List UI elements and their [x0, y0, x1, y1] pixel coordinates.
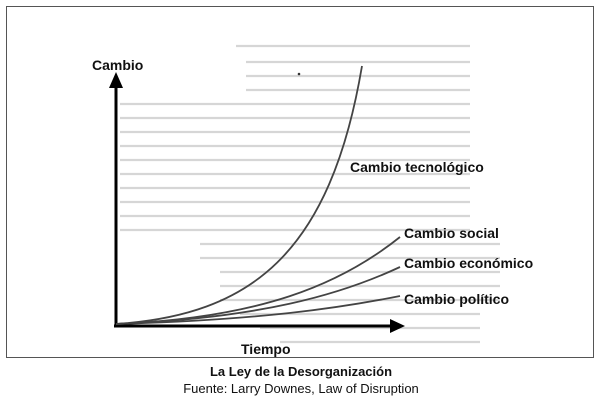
y-axis-label: Cambio: [92, 57, 143, 73]
caption-source: Fuente: Larry Downes, Law of Disruption: [183, 381, 419, 396]
curve-technological: [115, 65, 363, 325]
curve-label-technological: Cambio tecnológico: [350, 159, 484, 175]
y-axis-arrowhead: [109, 72, 123, 88]
curve-social: [115, 236, 401, 325]
curve-label-social: Cambio social: [404, 225, 499, 241]
curve-economic: [115, 266, 401, 325]
curve-label-economic: Cambio económico: [404, 255, 533, 271]
speck-mark: [297, 72, 301, 76]
x-axis-arrowhead: [390, 319, 405, 333]
caption-title: La Ley de la Desorganización: [209, 364, 393, 379]
curve-label-political: Cambio político: [404, 291, 509, 307]
x-axis-label: Tiempo: [241, 341, 291, 357]
axes: [114, 86, 392, 328]
background-text-texture: [120, 44, 500, 344]
curve-political: [115, 295, 401, 325]
curves: [115, 65, 401, 325]
